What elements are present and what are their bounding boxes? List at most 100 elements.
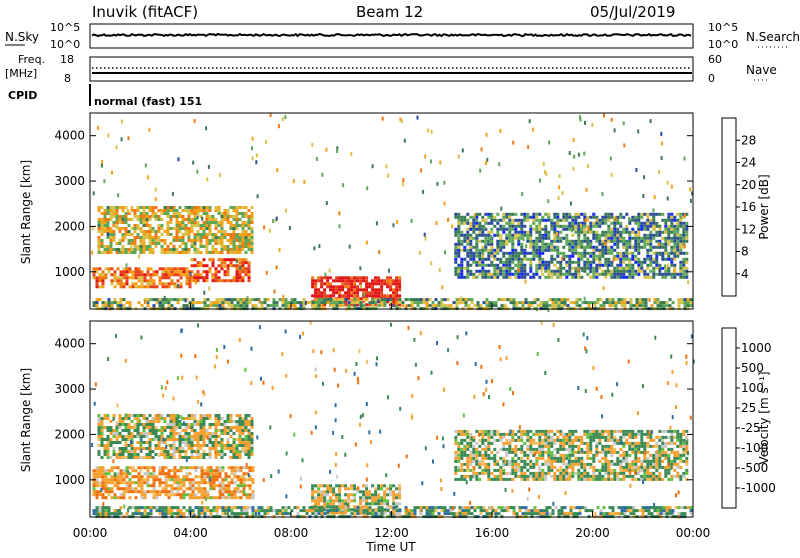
data-cell (454, 246, 457, 249)
data-cell (102, 466, 105, 469)
data-cell (153, 285, 156, 288)
data-cell (661, 258, 664, 261)
data-cell (646, 240, 649, 243)
data-cell (338, 496, 341, 499)
data-speckle (673, 269, 675, 273)
data-cell (102, 469, 105, 472)
data-cell (529, 270, 532, 273)
data-speckle (527, 145, 529, 149)
data-cell (158, 444, 161, 447)
data-cell (685, 252, 688, 255)
data-cell (649, 237, 652, 240)
data-cell (143, 447, 146, 450)
data-cell (682, 222, 685, 225)
data-cell (538, 258, 541, 261)
data-cell (149, 224, 152, 227)
data-cell (469, 451, 472, 454)
data-cell (246, 493, 249, 496)
data-cell (475, 216, 478, 219)
data-cell (676, 240, 679, 243)
data-cell (239, 426, 242, 429)
data-cell (466, 445, 469, 448)
data-cell (523, 213, 526, 216)
data-cell (634, 219, 637, 222)
data-cell (586, 252, 589, 255)
data-cell (493, 234, 496, 237)
data-cell (137, 215, 140, 218)
data-cell (625, 267, 628, 270)
data-cell (332, 288, 335, 291)
data-cell (532, 249, 535, 252)
data-cell (105, 301, 108, 304)
data-cell (553, 237, 556, 240)
data-cell (101, 239, 104, 242)
data-cell (123, 490, 126, 493)
data-cell (248, 435, 251, 438)
data-cell (248, 453, 251, 456)
data-cell (365, 487, 368, 490)
data-cell (523, 255, 526, 258)
data-cell (493, 433, 496, 436)
data-cell (529, 228, 532, 231)
data-cell (173, 453, 176, 456)
data-cell (511, 267, 514, 270)
data-cell (143, 215, 146, 218)
data-cell (131, 453, 134, 456)
data-cell (676, 237, 679, 240)
data-cell (541, 234, 544, 237)
data-cell (111, 487, 114, 490)
data-cell (230, 456, 233, 459)
data-cell (568, 267, 571, 270)
data-cell (487, 430, 490, 433)
data-cell (242, 429, 245, 432)
data-cell (261, 304, 264, 307)
data-speckle (224, 264, 226, 268)
data-cell (179, 224, 182, 227)
data-cell (119, 417, 122, 420)
data-cell (177, 487, 180, 490)
data-cell (454, 234, 457, 237)
data-cell (201, 475, 204, 478)
data-cell (574, 252, 577, 255)
data-cell (495, 301, 498, 304)
data-cell (454, 439, 457, 442)
data-cell (194, 420, 197, 423)
data-cell (435, 298, 438, 301)
data-cell (179, 212, 182, 215)
data-cell (107, 209, 110, 212)
data-cell (499, 228, 502, 231)
data-cell (609, 301, 612, 304)
data-cell (559, 469, 562, 472)
data-cell (369, 301, 372, 304)
data-cell (111, 267, 114, 270)
data-cell (170, 456, 173, 459)
data-cell (508, 478, 511, 481)
data-cell (206, 209, 209, 212)
data-cell (472, 273, 475, 276)
data-cell (586, 264, 589, 267)
data-cell (170, 221, 173, 224)
data-cell (206, 212, 209, 215)
data-cell (526, 445, 529, 448)
data-speckle (404, 139, 406, 143)
data-cell (153, 472, 156, 475)
data-cell (353, 499, 356, 502)
data-cell (478, 439, 481, 442)
data-cell (652, 246, 655, 249)
data-cell (213, 304, 216, 307)
data-cell (120, 496, 123, 499)
data-cell (586, 243, 589, 246)
data-cell (176, 209, 179, 212)
data-cell (186, 466, 189, 469)
data-cell (126, 484, 129, 487)
data-cell (588, 304, 591, 307)
data-cell (206, 444, 209, 447)
data-cell (547, 436, 550, 439)
data-cell (149, 438, 152, 441)
data-cell (168, 496, 171, 499)
data-cell (475, 261, 478, 264)
data-cell (538, 436, 541, 439)
data-cell (631, 237, 634, 240)
data-cell (577, 228, 580, 231)
data-cell (233, 276, 236, 279)
